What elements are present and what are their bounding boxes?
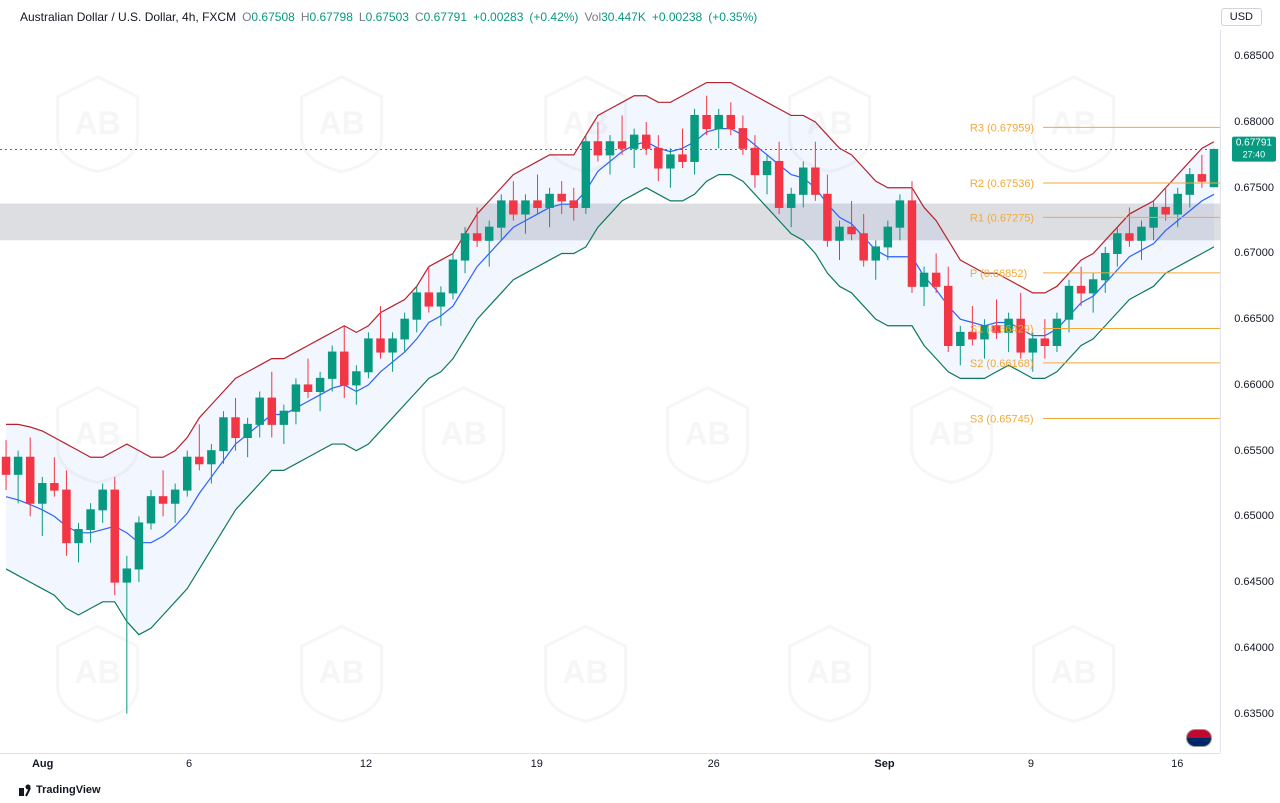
vol-change: +0.00238 xyxy=(652,10,702,24)
y-tick: 0.66000 xyxy=(1234,379,1274,391)
pivot-label-S3: S3 (0.65745) xyxy=(970,413,1034,425)
ohlc-high: H0.67798 xyxy=(301,10,353,24)
price-axis[interactable]: 0.68500 0.68000 0.67500 0.67000 0.66500 0.660… xyxy=(1220,30,1280,753)
last-price-label: 0.6779127:40 xyxy=(1232,137,1276,162)
y-tick: 0.64500 xyxy=(1234,576,1274,588)
vol-change-pct: (+0.35%) xyxy=(708,10,757,24)
svg-text:AB: AB xyxy=(562,654,608,690)
event-flag-icon[interactable] xyxy=(1186,729,1212,747)
svg-text:AB: AB xyxy=(318,654,364,690)
symbol-title[interactable]: Australian Dollar / U.S. Dollar, 4h, FXC… xyxy=(20,10,236,24)
y-tick: 0.67000 xyxy=(1234,247,1274,259)
pivot-label-S2: S2 (0.66168) xyxy=(970,358,1034,370)
svg-text:AB: AB xyxy=(1050,105,1096,141)
chart-container: Australian Dollar / U.S. Dollar, 4h, FXC… xyxy=(0,0,1280,803)
svg-text:AB: AB xyxy=(1050,654,1096,690)
pivot-label-S1: S1 (0.66429) xyxy=(970,324,1034,336)
brand-footer[interactable]: TradingView xyxy=(18,783,101,797)
y-tick: 0.68000 xyxy=(1234,116,1274,128)
svg-text:AB: AB xyxy=(74,654,120,690)
x-tick: 12 xyxy=(360,758,372,770)
ohlc-close: C0.67791 xyxy=(415,10,467,24)
svg-text:AB: AB xyxy=(684,416,730,452)
chart-header: Australian Dollar / U.S. Dollar, 4h, FXC… xyxy=(20,10,1220,24)
y-tick: 0.65000 xyxy=(1234,510,1274,522)
change-pct: (+0.42%) xyxy=(529,10,578,24)
y-tick: 0.67500 xyxy=(1234,182,1274,194)
pivot-label-P: P (0.66852) xyxy=(970,268,1027,280)
pivot-label-R2: R2 (0.67536) xyxy=(970,178,1034,190)
y-tick: 0.64000 xyxy=(1234,642,1274,654)
x-tick: 9 xyxy=(1028,758,1034,770)
time-axis[interactable]: Aug 6 12 19 26 Sep 9 16 xyxy=(0,753,1220,773)
svg-text:AB: AB xyxy=(806,654,852,690)
ohlc-low: L0.67503 xyxy=(359,10,409,24)
ohlc-open: O0.67508 xyxy=(242,10,295,24)
svg-text:AB: AB xyxy=(440,416,486,452)
x-tick: 6 xyxy=(186,758,192,770)
y-tick: 0.65500 xyxy=(1234,445,1274,457)
y-tick: 0.66500 xyxy=(1234,313,1274,325)
y-tick: 0.68500 xyxy=(1234,50,1274,62)
x-tick: Sep xyxy=(874,758,894,770)
y-tick: 0.63500 xyxy=(1234,708,1274,720)
volume: Vol30.447K xyxy=(584,10,645,24)
x-tick: 16 xyxy=(1171,758,1183,770)
change-abs: +0.00283 xyxy=(473,10,523,24)
svg-text:AB: AB xyxy=(928,416,974,452)
x-tick: Aug xyxy=(32,758,53,770)
chart-plot[interactable]: ABABABABABABABABABABABABABABR3 (0.67959)… xyxy=(0,30,1220,753)
svg-text:AB: AB xyxy=(74,416,120,452)
pivot-label-R3: R3 (0.67959) xyxy=(970,122,1034,134)
currency-badge[interactable]: USD xyxy=(1221,8,1262,26)
x-tick: 19 xyxy=(531,758,543,770)
svg-text:AB: AB xyxy=(74,105,120,141)
x-tick: 26 xyxy=(708,758,720,770)
svg-text:AB: AB xyxy=(318,105,364,141)
pivot-label-R1: R1 (0.67275) xyxy=(970,212,1034,224)
